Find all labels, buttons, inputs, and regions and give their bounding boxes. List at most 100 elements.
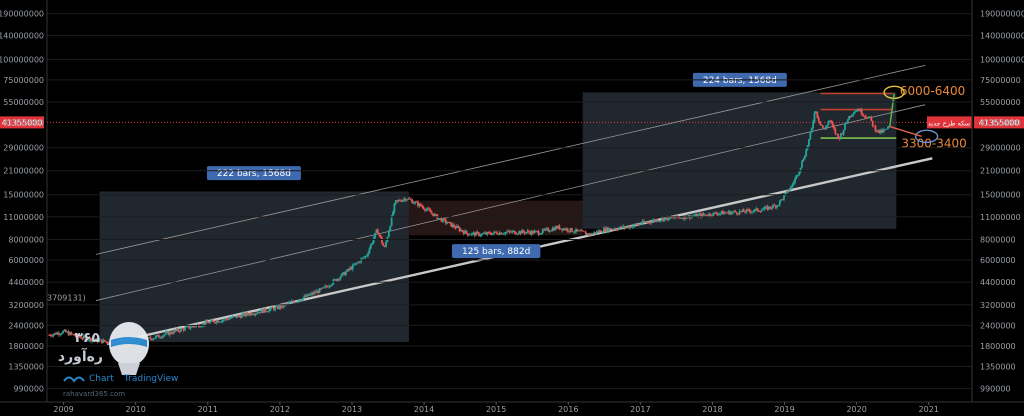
chart-logo-icon — [63, 376, 85, 383]
candle-body — [236, 315, 239, 318]
candle-body — [71, 333, 74, 335]
candle-body — [641, 221, 644, 224]
candle-body — [788, 189, 791, 192]
candle-body — [186, 326, 189, 327]
candle-body — [651, 221, 654, 223]
candle-body — [852, 113, 855, 115]
candle-body — [62, 331, 64, 334]
candle-body — [702, 213, 705, 215]
candle-body — [344, 271, 347, 276]
candle-body — [523, 232, 526, 234]
candle-body — [626, 226, 629, 228]
candle-body — [442, 218, 444, 222]
candle-body — [376, 229, 379, 234]
candle-body — [611, 229, 613, 231]
candle-body — [243, 313, 246, 316]
y-tick-label-left: 6000000 — [8, 256, 44, 265]
candle-body — [378, 233, 381, 235]
candle-body — [568, 231, 570, 232]
candle-body — [799, 167, 802, 172]
candle-body — [296, 301, 299, 303]
candle-body — [457, 226, 460, 228]
candle-body — [780, 199, 783, 201]
candle-body — [670, 217, 673, 218]
y-tick-label-left: 29000000 — [3, 144, 44, 153]
candle-body — [729, 211, 731, 215]
candle-body — [594, 232, 597, 234]
candle-body — [593, 232, 595, 234]
candle-body — [308, 294, 311, 296]
measure-label-bg — [451, 244, 541, 259]
y-tick-label-right: 4400000 — [980, 278, 1016, 287]
candle-body — [478, 232, 480, 236]
candle-body — [289, 302, 292, 303]
candle-body — [749, 211, 752, 213]
candle-body — [310, 293, 313, 295]
candle-body — [159, 337, 161, 339]
candle-body — [544, 228, 547, 230]
x-tick-label: 2017 — [630, 405, 650, 414]
candle-body — [465, 230, 468, 234]
candle-body — [803, 156, 806, 160]
candle-body — [501, 233, 504, 235]
candle-body — [257, 312, 260, 314]
candle-body — [49, 334, 52, 336]
candle-body — [210, 319, 213, 322]
candle-body — [195, 325, 198, 327]
candle-body — [422, 206, 425, 209]
candle-body — [752, 211, 755, 212]
candle-body — [708, 213, 711, 216]
candle-body — [360, 258, 363, 263]
candle-body — [601, 232, 604, 234]
candle-body — [67, 331, 70, 336]
candle-body — [297, 300, 300, 302]
candle-body — [267, 311, 270, 313]
candle-body — [421, 206, 424, 207]
candle-body — [153, 338, 156, 339]
candle-body — [716, 213, 719, 215]
candle-body — [60, 333, 63, 335]
candle-body — [588, 233, 591, 236]
candle-body — [166, 331, 168, 333]
candle-body — [411, 200, 414, 204]
candle-body — [809, 132, 812, 139]
candle-body — [619, 226, 622, 229]
candle-body — [808, 138, 810, 146]
candle-body — [539, 234, 541, 235]
x-tick-label: 2012 — [270, 405, 290, 414]
candle-body — [48, 334, 51, 336]
candle-body — [559, 228, 562, 230]
candle-body — [170, 331, 173, 334]
candle-body — [705, 214, 708, 216]
measure-label-bg — [206, 166, 301, 181]
candle-body — [769, 206, 772, 208]
candle-body — [737, 213, 740, 215]
candle-body — [591, 233, 594, 235]
candle-body — [293, 301, 296, 303]
candle-body — [503, 233, 505, 235]
candle-body — [387, 230, 390, 237]
candle-body — [59, 334, 62, 335]
candle-body — [238, 315, 241, 317]
candle-body — [149, 337, 152, 339]
candle-body — [479, 235, 482, 237]
candle-body — [710, 215, 713, 217]
candle-body — [189, 327, 192, 329]
price-tag-left-bg — [0, 116, 44, 129]
candle-body — [586, 233, 589, 235]
candle-body — [89, 337, 92, 342]
candle-body — [644, 222, 647, 223]
candle-body — [265, 311, 268, 313]
candle-body — [475, 232, 478, 236]
candle-body — [654, 219, 656, 222]
candle-body — [425, 209, 428, 211]
candle-body — [512, 230, 515, 232]
candle-body — [602, 228, 605, 233]
candle-body — [394, 200, 397, 204]
candle-body — [846, 119, 849, 123]
candle-body — [322, 287, 325, 289]
candle-body — [573, 231, 576, 233]
candle-body — [598, 230, 601, 233]
candle-body — [677, 217, 680, 219]
